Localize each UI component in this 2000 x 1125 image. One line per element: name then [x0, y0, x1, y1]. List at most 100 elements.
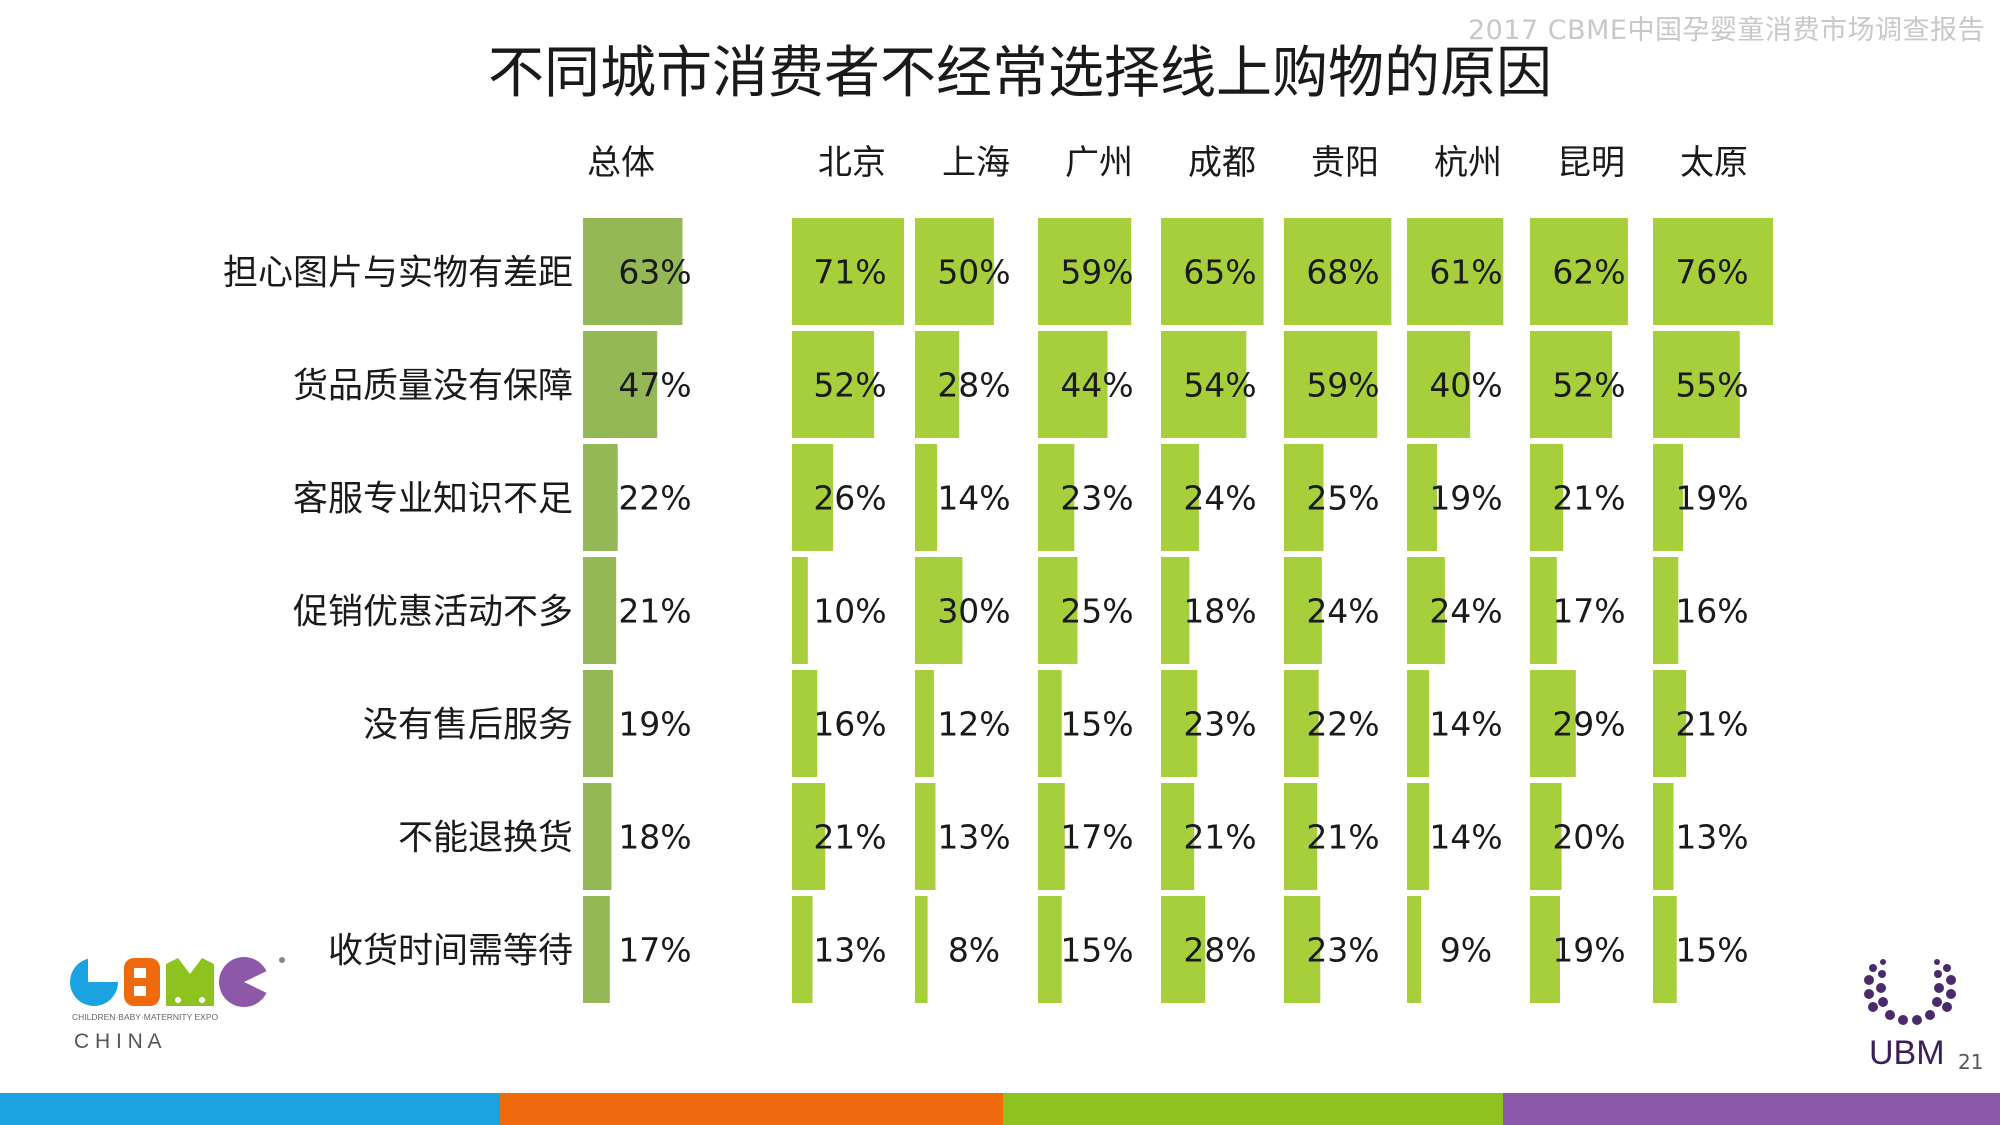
bar-2-5 [915, 783, 936, 890]
bar-5-3 [1284, 557, 1322, 664]
bar-3-1 [1038, 331, 1108, 438]
data-label-3-3: 25% [1060, 592, 1133, 631]
bar-3-6 [1038, 896, 1062, 1003]
data-label-2-5: 13% [937, 818, 1010, 857]
bar-0-2 [583, 444, 618, 551]
data-label-5-3: 24% [1306, 592, 1379, 631]
bar-7-2 [1530, 444, 1564, 551]
data-label-0-1: 47% [618, 366, 691, 405]
data-label-1-1: 52% [813, 366, 886, 405]
footer-stripe-blue [0, 1093, 500, 1125]
category-label-6: 收货时间需等待 [328, 932, 573, 972]
bar-1-3 [792, 557, 808, 664]
bar-0-1 [583, 331, 658, 438]
bar-1-1 [792, 331, 875, 438]
bar-4-6 [1161, 896, 1206, 1003]
data-label-4-2: 24% [1183, 479, 1256, 518]
data-label-5-4: 22% [1306, 705, 1379, 744]
bar-7-5 [1530, 783, 1562, 890]
bar-5-4 [1284, 670, 1319, 777]
column-header-6: 杭州 [1434, 143, 1502, 183]
bar-6-2 [1407, 444, 1437, 551]
footer-stripe-orange [500, 1093, 1003, 1125]
data-label-3-1: 44% [1060, 366, 1133, 405]
bar-0-4 [583, 670, 613, 777]
cbme-country: C H I N A [74, 1030, 162, 1053]
bar-1-6 [792, 896, 813, 1003]
bar-5-1 [1284, 331, 1378, 438]
data-label-8-3: 16% [1675, 592, 1748, 631]
bar-7-3 [1530, 557, 1557, 664]
bar-6-0 [1407, 218, 1504, 325]
bar-7-6 [1530, 896, 1560, 1003]
data-label-6-5: 14% [1429, 818, 1502, 857]
data-label-7-2: 21% [1552, 479, 1625, 518]
data-label-6-4: 14% [1429, 705, 1502, 744]
data-label-1-2: 26% [813, 479, 886, 518]
bar-2-1 [915, 331, 960, 438]
bar-2-6 [915, 896, 928, 1003]
cbme-logo: CHILDREN·BABY·MATERNITY EXPO C H I N A [70, 957, 285, 1053]
bar-6-1 [1407, 331, 1471, 438]
data-label-6-6: 9% [1440, 931, 1492, 970]
data-label-7-6: 19% [1552, 931, 1625, 970]
data-label-8-6: 15% [1675, 931, 1748, 970]
category-label-5: 不能退换货 [398, 819, 573, 859]
bar-3-3 [1038, 557, 1078, 664]
data-label-7-1: 52% [1552, 366, 1625, 405]
data-label-1-6: 13% [813, 931, 886, 970]
data-label-0-4: 19% [618, 705, 691, 744]
bar-7-0 [1530, 218, 1628, 325]
bar-4-2 [1161, 444, 1199, 551]
bar-1-4 [792, 670, 818, 777]
category-label-0: 担心图片与实物有差距 [223, 254, 573, 294]
data-label-3-5: 17% [1060, 818, 1133, 857]
data-label-5-0: 68% [1306, 253, 1379, 292]
data-label-1-5: 21% [813, 818, 886, 857]
bar-5-2 [1284, 444, 1324, 551]
data-label-4-4: 23% [1183, 705, 1256, 744]
bar-1-2 [792, 444, 834, 551]
data-label-7-4: 29% [1552, 705, 1625, 744]
bar-8-2 [1653, 444, 1683, 551]
bar-3-2 [1038, 444, 1075, 551]
data-label-2-2: 14% [937, 479, 1010, 518]
data-label-6-0: 61% [1429, 253, 1502, 292]
bar-4-1 [1161, 331, 1247, 438]
data-label-0-5: 18% [618, 818, 691, 857]
data-label-5-5: 21% [1306, 818, 1379, 857]
ubm-logo: UBM [1864, 959, 1956, 1070]
data-label-2-4: 12% [937, 705, 1010, 744]
column-header-8: 太原 [1680, 143, 1748, 183]
ubm-text: UBM [1869, 1034, 1945, 1070]
data-label-0-6: 17% [618, 931, 691, 970]
data-label-6-1: 40% [1429, 366, 1502, 405]
page-title: 不同城市消费者不经常选择线上购物的原因 [488, 41, 1552, 106]
data-label-8-1: 55% [1675, 366, 1748, 405]
bar-0-5 [583, 783, 612, 890]
data-label-7-3: 17% [1552, 592, 1625, 631]
column-header-5: 贵阳 [1311, 143, 1379, 183]
bar-0-3 [583, 557, 617, 664]
data-label-3-6: 15% [1060, 931, 1133, 970]
bar-8-5 [1653, 783, 1674, 890]
data-label-7-5: 20% [1552, 818, 1625, 857]
bar-1-0 [792, 218, 905, 325]
bar-8-3 [1653, 557, 1679, 664]
bar-6-4 [1407, 670, 1430, 777]
column-header-4: 成都 [1188, 143, 1256, 183]
bar-6-3 [1407, 557, 1445, 664]
category-label-1: 货品质量没有保障 [293, 367, 573, 407]
data-label-5-1: 59% [1306, 366, 1379, 405]
bar-4-3 [1161, 557, 1190, 664]
footer-stripe-purple [1503, 1093, 2000, 1125]
page-number: 21 [1958, 1050, 1984, 1074]
data-label-4-0: 65% [1183, 253, 1256, 292]
column-header-0: 总体 [587, 143, 655, 183]
bar-3-4 [1038, 670, 1062, 777]
bar-6-6 [1407, 896, 1422, 1003]
data-label-2-6: 8% [948, 931, 1000, 970]
data-label-5-2: 25% [1306, 479, 1379, 518]
bar-4-5 [1161, 783, 1195, 890]
